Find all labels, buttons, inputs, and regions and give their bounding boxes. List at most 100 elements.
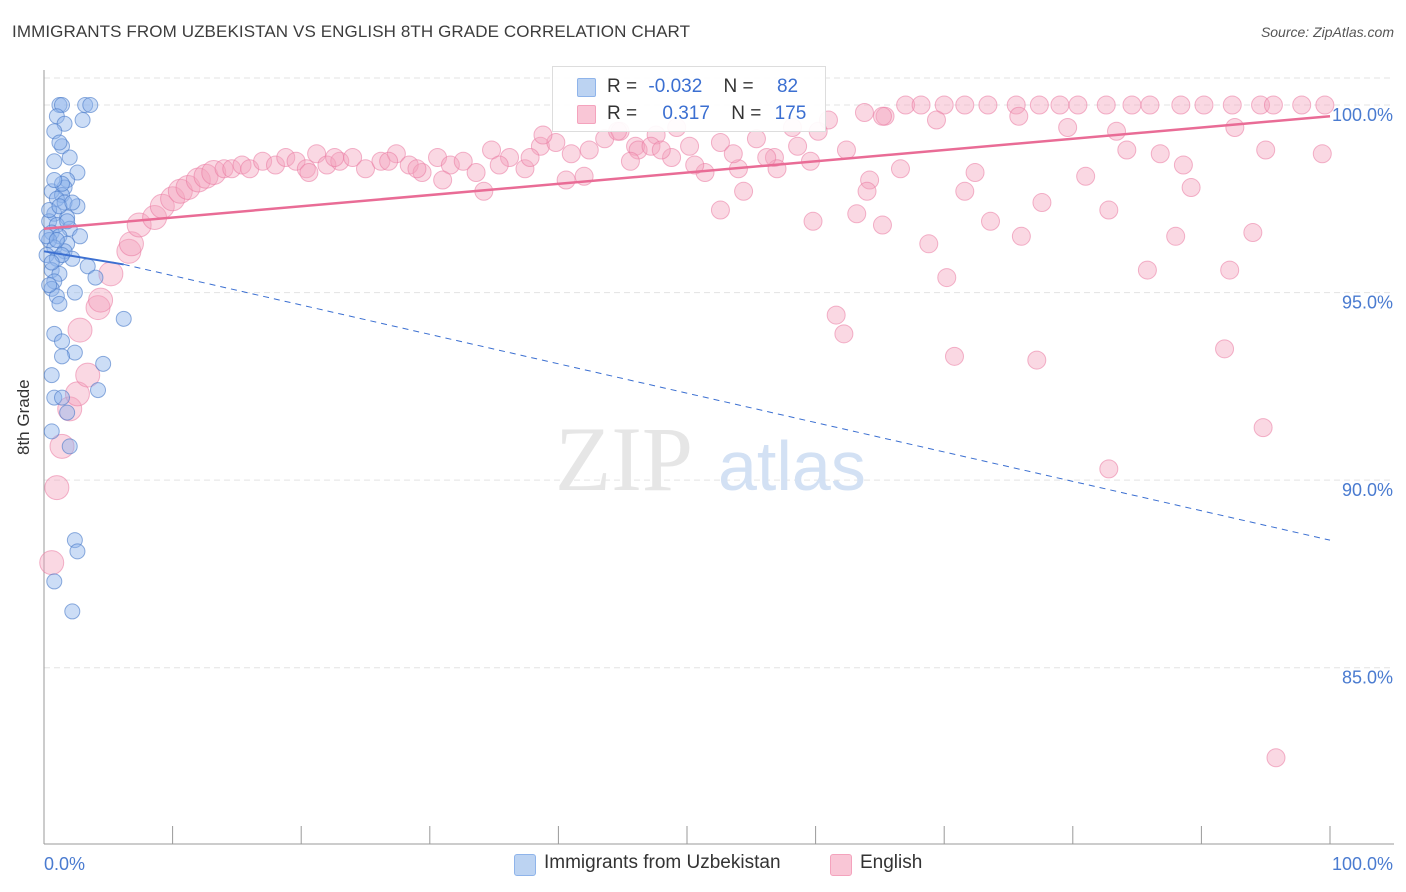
uzbekistan-point [54, 333, 71, 350]
legend-n-value: 82 [776, 76, 799, 97]
english-point [561, 144, 581, 164]
english-point [955, 181, 975, 201]
y-tick-label: 95.0% [1342, 293, 1393, 313]
bottom-legend-label: Immigrants from Uzbekistan [544, 852, 781, 873]
english-point [1166, 226, 1186, 246]
english-point [489, 155, 509, 175]
y-tick-label: 100.0% [1332, 105, 1393, 125]
english-point [1222, 95, 1242, 115]
english-point [955, 95, 975, 115]
english-point [407, 159, 427, 179]
english-point [934, 95, 954, 115]
english-point [872, 215, 892, 235]
uzbekistan-point [66, 344, 83, 361]
english-point [39, 550, 65, 576]
english-point [1243, 223, 1263, 243]
english-point [379, 151, 399, 171]
english-point [944, 346, 964, 366]
english-point [626, 136, 646, 156]
english-point [834, 324, 854, 344]
legend-r-label: R = [607, 103, 638, 124]
english-point [1225, 118, 1245, 138]
english-point [1173, 155, 1193, 175]
uzbekistan-point [82, 97, 99, 114]
english-point [253, 151, 273, 171]
english-point [515, 159, 535, 179]
english-point [167, 178, 193, 204]
english-point [685, 155, 705, 175]
english-point [1107, 121, 1127, 141]
uzbekistan-point [59, 213, 76, 230]
english-point [1006, 95, 1026, 115]
uzbekistan-point [90, 382, 107, 399]
english-point [710, 133, 730, 153]
english-point [662, 148, 682, 168]
english-point [44, 475, 70, 501]
uzbekistan-point [74, 112, 91, 129]
english-point [1256, 140, 1276, 160]
english-point [857, 181, 877, 201]
english-point [1027, 350, 1047, 370]
english-point [1292, 95, 1312, 115]
english-point [896, 95, 916, 115]
english-point [764, 148, 784, 168]
english-point [836, 140, 856, 160]
english-point [926, 110, 946, 130]
english-point [1009, 106, 1029, 126]
english-point [1312, 144, 1332, 164]
english-point [860, 170, 880, 190]
uzbekistan-point [64, 194, 81, 211]
english-point [453, 151, 473, 171]
english-point [201, 160, 227, 186]
english-point [356, 159, 375, 179]
english-point [788, 136, 808, 156]
uzbekistan-point [43, 423, 60, 440]
watermark: ZIP atlas [555, 408, 866, 510]
english-point [265, 155, 285, 175]
english-point [214, 159, 234, 179]
english-point [325, 148, 345, 168]
english-point [1076, 166, 1096, 186]
english-point [1194, 95, 1214, 115]
legend-n-value: 175 [774, 103, 807, 124]
english-point [1032, 193, 1052, 213]
legend-swatch-blue [577, 78, 596, 97]
english-point [803, 211, 823, 231]
english-point [641, 136, 661, 156]
english-point [118, 231, 144, 257]
english-point [1099, 459, 1119, 479]
x-tick-label: 0.0% [44, 854, 85, 874]
bottom-legend-label: English [860, 852, 923, 873]
uzbekistan-point [54, 389, 71, 406]
english-point [482, 140, 502, 160]
english-point [412, 163, 432, 183]
english-point [579, 140, 599, 160]
english-point [88, 287, 114, 313]
y-tick-label: 85.0% [1342, 668, 1393, 688]
english-point [965, 163, 985, 183]
english-point [1122, 95, 1142, 115]
uzbekistan-point [61, 149, 78, 166]
english-point [317, 155, 337, 175]
english-point [1263, 95, 1283, 115]
uzbekistan-point [48, 232, 65, 249]
english-point [1253, 418, 1273, 438]
english-point [1029, 95, 1049, 115]
uzbekistan-point [43, 254, 60, 271]
english-point [1058, 118, 1078, 138]
uzbekistan-point [54, 348, 71, 365]
bottom-legend-swatch-blue [514, 854, 536, 876]
english-point [872, 106, 892, 126]
english-point [628, 140, 648, 160]
english-point [1315, 95, 1335, 115]
uzbekistan-point [72, 228, 89, 245]
uzbekistan-point [41, 277, 58, 294]
uzbekistan-point [64, 603, 81, 620]
english-point [620, 151, 640, 171]
bottom-legend-swatch-pink [830, 854, 852, 876]
uzbekistan-point [51, 295, 68, 312]
english-point [330, 151, 350, 171]
uzbekistan-trend-line [43, 250, 124, 266]
watermark-atlas: atlas [718, 427, 866, 505]
english-point [826, 305, 846, 325]
